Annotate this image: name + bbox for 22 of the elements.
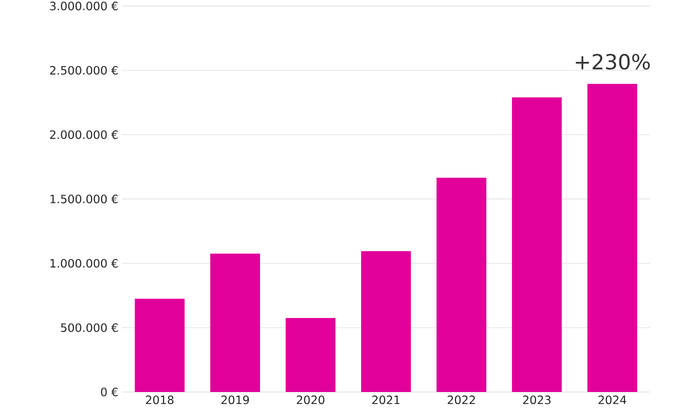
annotation: +230%	[576, 54, 650, 70]
y-tick-label: 2.500.000 €	[50, 66, 118, 75]
bar	[134, 298, 185, 392]
y-tick-label: 1.000.000 €	[50, 259, 118, 268]
x-tick-label: 2019	[221, 396, 249, 404]
x-tick-label: 2021	[372, 396, 400, 404]
y-tick-label: 3.000.000 €	[50, 2, 118, 10]
bar	[286, 318, 336, 392]
bar	[587, 84, 638, 392]
x-tick-label: 2020	[296, 396, 324, 404]
x-tick-label: 2022	[448, 396, 475, 404]
bar	[361, 251, 411, 392]
x-tick-label: 2023	[523, 396, 551, 404]
y-tick-label: 1.500.000 €	[50, 194, 118, 204]
x-tick-label: 2018	[146, 396, 174, 404]
y-tick-label: 0 €	[101, 388, 118, 396]
bar	[436, 178, 486, 392]
x-tick-label: 2024	[598, 396, 626, 404]
y-tick-label: 500.000 €	[61, 323, 118, 332]
bar	[210, 254, 260, 392]
bar	[512, 97, 562, 392]
y-tick-label: 2.000.000 €	[50, 130, 118, 139]
